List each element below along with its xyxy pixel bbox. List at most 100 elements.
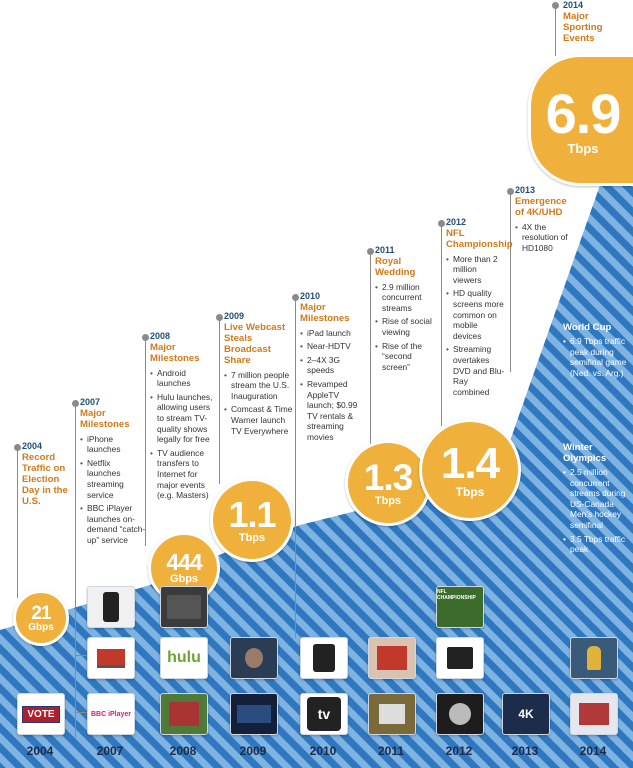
milestone-headline: Major Milestones <box>80 407 130 430</box>
milestone-2011: 2011 Royal Wedding 2.9 million concurren… <box>375 245 435 375</box>
apple-tv-thumbnail: tv <box>300 693 348 735</box>
milestone-bullet: Netflix launches streaming service <box>80 458 146 500</box>
milestone-year: 2008 <box>150 331 171 341</box>
leader-dot-2010 <box>292 294 299 301</box>
milestone-bullet: TV audience transfers to Internet for ma… <box>150 448 218 501</box>
leader-line-2013 <box>510 192 511 372</box>
value-bubble-2012: 1.4 Tbps <box>419 419 521 521</box>
4k-thumbnail: 4K <box>502 693 550 735</box>
side-note-headline: World Cup <box>563 322 612 333</box>
value-bubble-2004: 21 Gbps <box>13 590 69 646</box>
world-cup-trophy-icon <box>587 646 601 670</box>
leader-line-2011 <box>370 252 371 450</box>
phone-keyboard-icon <box>167 595 201 619</box>
4k-label: 4K <box>518 707 534 721</box>
inauguration-image <box>245 648 263 668</box>
value-bubble-number: 6.9 <box>545 81 622 145</box>
value-bubble-number: 21 <box>31 602 51 624</box>
nfl-championship-thumbnail: NFL CHAMPIONSHIP <box>436 586 484 628</box>
world-cup-thumbnail <box>570 637 618 679</box>
milestone-bullet: Rise of social viewing <box>375 316 435 337</box>
x-axis-label-2007: 2007 <box>96 744 124 758</box>
ipad-icon <box>313 644 335 672</box>
leader-line-2009 <box>219 318 220 484</box>
iphone-thumbnail <box>87 586 135 628</box>
milestone-headline: Record Traffic on Election Day in the U.… <box>22 451 68 507</box>
milestone-2007: 2007 Major Milestones iPhone launches Ne… <box>80 397 146 549</box>
x-axis-label-2008: 2008 <box>169 744 197 758</box>
milestone-headline: Major Milestones <box>300 301 350 324</box>
x-axis-label-2004: 2004 <box>26 744 54 758</box>
milestone-bullet: Hulu launches, allowing users to stream … <box>150 392 218 445</box>
side-note-headline: Winter Olympics <box>563 442 607 464</box>
milestone-bullet: 2.9 million concurrent streams <box>375 282 435 314</box>
x-axis-label-2013: 2013 <box>511 744 539 758</box>
milestone-headline: Emergence of 4K/UHD <box>515 195 567 218</box>
milestone-bullet: 4X the resolution of HD1080 <box>515 222 577 254</box>
milestone-headline: Royal Wedding <box>375 255 416 278</box>
milestone-year: 2010 <box>300 291 321 301</box>
milestone-year: 2012 <box>446 217 467 227</box>
leader-dot-2012 <box>438 220 445 227</box>
milestone-year: 2007 <box>80 397 101 407</box>
bbc-iplayer-label: BBC iPlayer <box>90 710 132 718</box>
hulu-thumbnail: hulu <box>160 637 208 679</box>
milestone-2009: 2009 Live Webcast Steals Broadcast Share… <box>224 311 294 439</box>
leader-dot-2009 <box>216 314 223 321</box>
value-bubble-number: 444 <box>166 549 202 575</box>
hockey-players-image <box>579 703 609 725</box>
milestone-bullet: BBC iPlayer launches on-demand “catch-up… <box>80 503 146 545</box>
leader-branch-2007b <box>75 712 87 713</box>
dvd-bluray-thumbnail <box>436 693 484 735</box>
milestone-2008: 2008 Major Milestones Android launches H… <box>150 331 218 504</box>
milestone-bullet: Near-HDTV <box>300 341 368 352</box>
milestone-bullet: Android launches <box>150 368 218 389</box>
leader-branch-2007 <box>75 655 87 656</box>
netflix-laptop-thumbnail <box>87 637 135 679</box>
leader-line-2012 <box>441 224 442 426</box>
milestone-bullet: HD quality screens more common on mobile… <box>446 288 506 341</box>
x-axis-label-2011: 2011 <box>377 744 405 758</box>
milestone-year: 2011 <box>375 245 395 255</box>
milestone-bullet: Streaming overtakes DVD and Blu-Ray comb… <box>446 344 506 397</box>
apple-tv-logo: tv <box>307 697 341 731</box>
royal-couple-image <box>377 646 407 670</box>
x-axis-label-2010: 2010 <box>309 744 337 758</box>
inauguration-thumbnail <box>230 637 278 679</box>
hulu-logo: hulu <box>167 649 201 666</box>
milestone-bullet: iPhone launches <box>80 434 146 455</box>
leader-line-2007 <box>75 404 76 738</box>
value-bubble-unit: Tbps <box>567 140 599 156</box>
vote-sign-thumbnail: VOTE <box>17 693 65 735</box>
value-bubble-number: 1.3 <box>363 457 413 498</box>
android-phone-thumbnail <box>160 586 208 628</box>
vote-sign-label: VOTE <box>22 705 60 723</box>
side-note-bullet: 2.5 million concurrent streams during US… <box>563 467 629 531</box>
leader-line-2004 <box>17 448 18 598</box>
milestone-headline: Major Milestones <box>150 341 200 364</box>
leader-dot-2004 <box>14 444 21 451</box>
milestone-2004: 2004 Record Traffic on Election Day in t… <box>22 441 74 511</box>
milestone-bullet: Revamped AppleTV launch; $0.99 TV rental… <box>300 379 368 443</box>
tv-screen-icon <box>237 705 271 723</box>
iphone-icon <box>103 592 119 622</box>
side-note-world-cup: World Cup 6.9 Tbps traffic peak during s… <box>563 322 629 381</box>
devices-icon <box>447 647 473 669</box>
milestone-2010: 2010 Major Milestones iPad launch Near-H… <box>300 291 368 446</box>
milestone-bullet: Comcast & Time Warner launch TV Everywhe… <box>224 404 294 436</box>
side-note-winter-olympics: Winter Olympics 2.5 million concurrent s… <box>563 442 629 558</box>
milestone-bullet: More than 2 million viewers <box>446 254 506 286</box>
golf-masters-thumbnail <box>160 693 208 735</box>
value-bubble-number: 1.1 <box>228 493 276 535</box>
side-note-bullet: 3.5 Tbps traffic peak <box>563 534 629 555</box>
milestone-year: 2009 <box>224 311 245 321</box>
milestone-headline: NFL Championship <box>446 227 513 250</box>
milestone-2013: 2013 Emergence of 4K/UHD 4X the resoluti… <box>515 185 577 256</box>
side-note-bullet: 6.9 Tbps traffic peak during semifinal g… <box>563 336 629 378</box>
laptop-icon <box>97 648 125 668</box>
milestone-year: 2004 <box>22 441 43 451</box>
leader-dot-2014 <box>552 2 559 9</box>
milestone-headline: Live Webcast Steals Broadcast Share <box>224 321 286 366</box>
milestone-2012: 2012 NFL Championship More than 2 millio… <box>446 217 513 400</box>
